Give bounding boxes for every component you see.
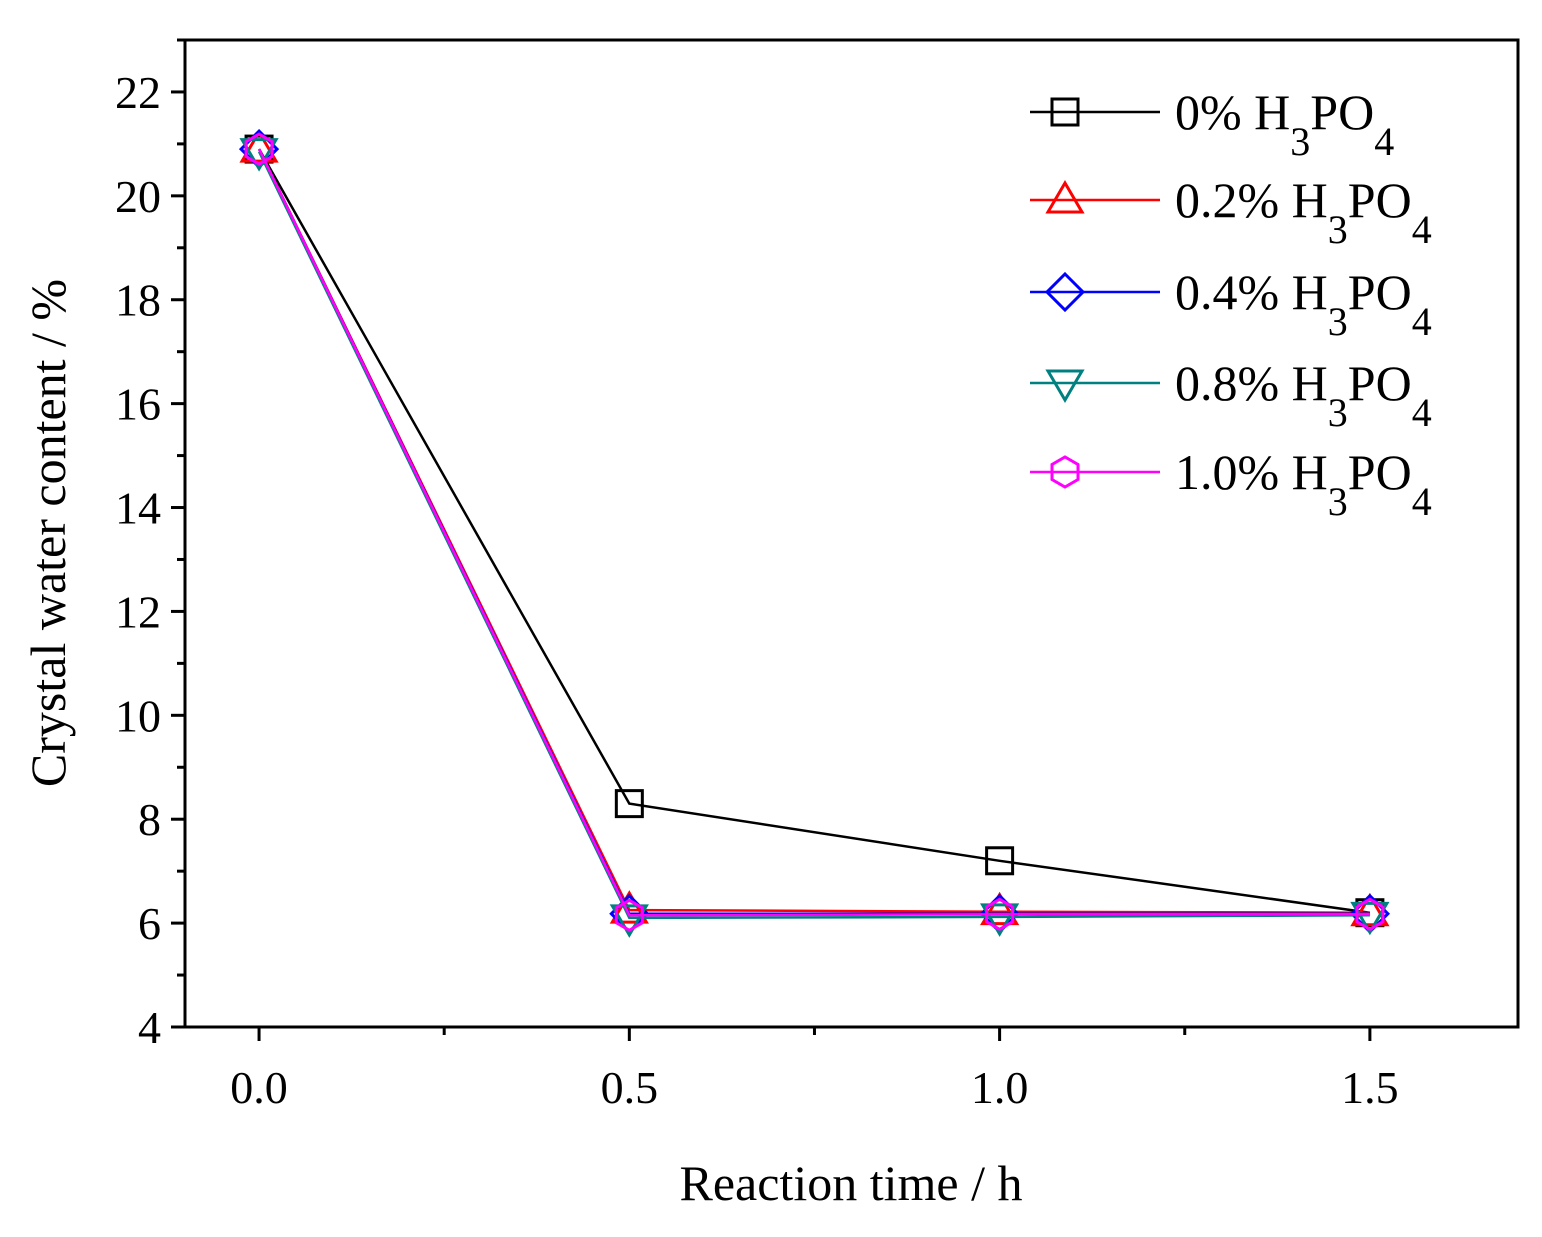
legend-marker <box>1050 455 1080 489</box>
data-point <box>614 789 644 819</box>
legend-label-part: 0% H <box>1175 84 1290 140</box>
legend-label-subscript: 3 <box>1328 390 1348 435</box>
y-tick-label: 20 <box>115 171 161 222</box>
legend-label-subscript: 3 <box>1290 119 1310 164</box>
data-point <box>985 846 1015 876</box>
legend-label: 0.2% H3PO4 <box>1175 172 1432 252</box>
legend-label-subscript: 4 <box>1412 479 1432 524</box>
series-line <box>258 148 1371 914</box>
y-tick-label: 4 <box>138 1002 161 1053</box>
legend-entry: 0.4% H3PO4 <box>1030 264 1432 344</box>
tick-labels: 4 6 8 10 12 14 16 18 20 22 0.0 0.5 1.0 1.5 <box>115 67 1399 1113</box>
data-point <box>985 897 1015 932</box>
data-point <box>609 890 649 924</box>
legend-label-subscript: 4 <box>1374 119 1394 164</box>
legend-label-part: PO <box>1348 172 1412 228</box>
legend-marker <box>1044 271 1086 313</box>
y-tick-label: 6 <box>138 898 161 949</box>
legend-marker <box>1050 97 1080 127</box>
data-point <box>609 904 649 938</box>
legend-label: 1.0% H3PO4 <box>1175 444 1432 524</box>
legend-label-part: 1.0% H <box>1175 444 1328 500</box>
legend-label-part: 0.2% H <box>1175 172 1328 228</box>
x-tick-label: 1.0 <box>971 1062 1029 1113</box>
series-4 <box>244 132 1385 933</box>
data-point <box>979 903 1020 937</box>
data-point <box>1350 901 1390 936</box>
plot-frame <box>183 38 1520 1029</box>
legend-label-subscript: 4 <box>1412 390 1432 435</box>
data-point <box>239 129 279 163</box>
legend-label-subscript: 3 <box>1328 479 1348 524</box>
data-point <box>1350 892 1390 927</box>
legend-entry: 0% H3PO4 <box>1030 84 1394 164</box>
x-axis-title: Reaction time / h <box>680 1155 1023 1211</box>
axis-ticks <box>171 38 1372 1041</box>
legend-entry: 0.8% H3PO4 <box>1030 355 1432 435</box>
x-tick-label: 1.5 <box>1341 1062 1399 1113</box>
y-tick-label: 16 <box>115 379 161 430</box>
series-layer <box>238 128 1391 938</box>
legend-entry: 0.2% H3PO4 <box>1030 172 1432 252</box>
legend-label-subscript: 4 <box>1412 207 1432 252</box>
y-tick-label: 18 <box>115 275 161 326</box>
data-point <box>239 138 279 172</box>
y-tick-label: 10 <box>115 690 161 741</box>
legend-marker <box>1045 369 1085 403</box>
x-tick-label: 0.5 <box>601 1062 659 1113</box>
legend-label-subscript: 4 <box>1412 299 1432 344</box>
legend-entry: 1.0% H3PO4 <box>1030 444 1432 524</box>
y-tick-label: 14 <box>115 483 161 534</box>
y-axis-title: Crystal water content / % <box>20 279 76 787</box>
y-tick-label: 22 <box>115 67 161 118</box>
legend-label: 0.4% H3PO4 <box>1175 264 1432 344</box>
y-tick-label: 12 <box>115 586 161 637</box>
legend-label-subscript: 3 <box>1328 207 1348 252</box>
legend-label-part: 0.4% H <box>1175 264 1328 320</box>
legend-label-subscript: 3 <box>1328 299 1348 344</box>
data-point <box>614 898 644 933</box>
series-line <box>257 148 1370 917</box>
data-point <box>244 132 274 166</box>
legend-label-part: PO <box>1348 355 1412 411</box>
legend-label-part: PO <box>1348 264 1412 320</box>
legend-marker <box>1045 180 1085 214</box>
legend-label: 0% H3PO4 <box>1175 84 1394 164</box>
y-tick-label: 8 <box>138 794 161 845</box>
legend-label-part: PO <box>1348 444 1412 500</box>
legend-label-part: PO <box>1310 84 1374 140</box>
x-tick-label: 0.0 <box>230 1062 288 1113</box>
legend-label-part: 0.8% H <box>1175 355 1328 411</box>
data-point <box>1355 897 1385 932</box>
legend-label: 0.8% H3PO4 <box>1175 355 1432 435</box>
data-point <box>979 891 1020 926</box>
